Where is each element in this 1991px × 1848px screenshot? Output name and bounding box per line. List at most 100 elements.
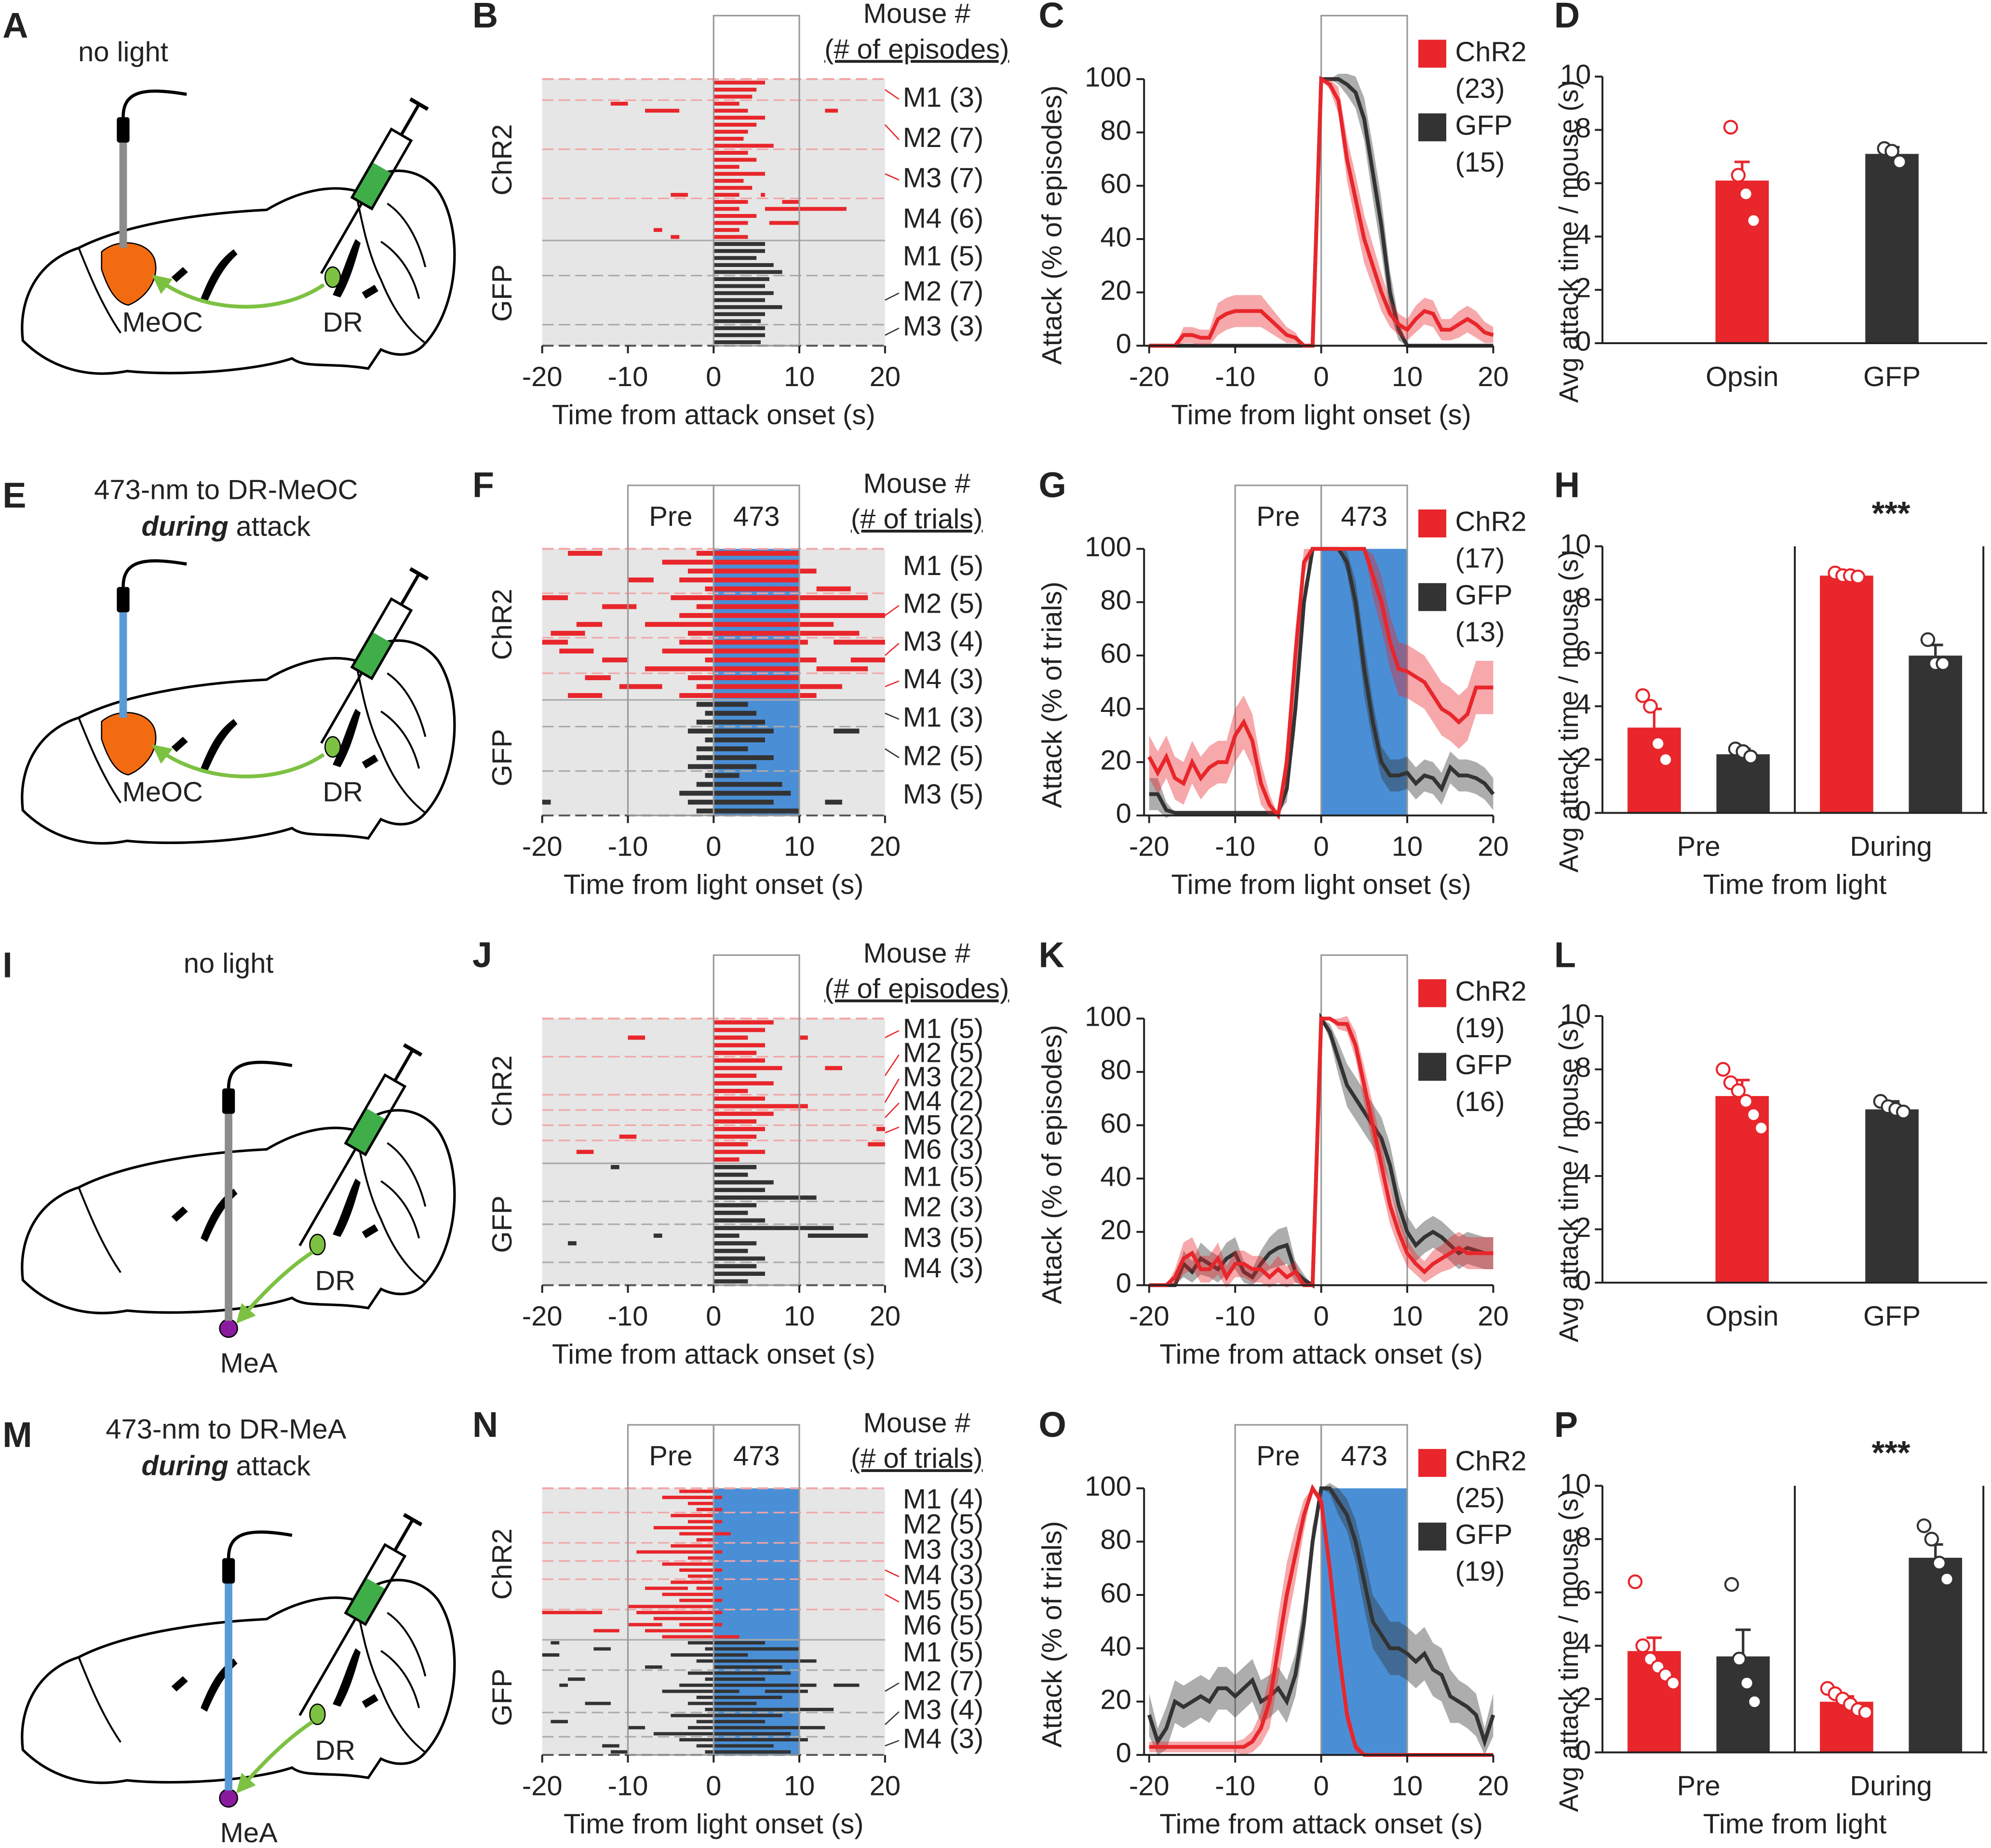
significance: *** <box>1872 495 1910 532</box>
mouse-label: M2 (7) <box>903 122 983 153</box>
chart-panel: C 0 20 40 60 80 100 -20 -10 0 10 20 Attack (% of epi… <box>1036 0 1526 430</box>
mouse-label: M3 (5) <box>903 1222 983 1253</box>
legend-label: GFP <box>1455 1519 1512 1550</box>
category-label: Pre <box>1677 1771 1720 1802</box>
mouse-label: M3 (4) <box>903 1695 983 1726</box>
source-label: DR <box>315 1735 356 1766</box>
y-tick-label: 10 <box>1560 59 1591 90</box>
y-tick-label: 10 <box>1560 529 1591 560</box>
syringe <box>298 1043 423 1246</box>
panel-letter: C <box>1039 0 1064 35</box>
mouse-label: M5 (2) <box>903 1110 983 1141</box>
x-tick-label: 0 <box>706 831 721 862</box>
y-tick-label: 8 <box>1575 1052 1591 1083</box>
syringe-fluid <box>345 1108 386 1155</box>
label-leader <box>885 1126 900 1134</box>
x-tick-label: -20 <box>1129 1771 1170 1802</box>
data-point <box>1635 1638 1650 1653</box>
group-label: ChR2 <box>487 589 518 660</box>
y-tick-label: 8 <box>1575 582 1591 613</box>
y-tick-label: 100 <box>1085 1002 1131 1032</box>
legend-count: (16) <box>1455 1086 1505 1117</box>
window-label: 473 <box>733 1441 780 1472</box>
fiber-cable <box>121 89 187 118</box>
source-region <box>324 736 341 758</box>
label-leader <box>885 1569 900 1578</box>
mouse-label: M5 (5) <box>903 1585 983 1616</box>
window-outline <box>1234 484 1322 817</box>
x-axis-label: Time from attack onset (s) <box>1159 1339 1483 1370</box>
label-leader <box>885 89 900 100</box>
error-band <box>1149 79 1493 346</box>
y-tick-label: 6 <box>1575 1106 1591 1137</box>
window-label: 473 <box>1341 501 1387 532</box>
y-axis-label: Attack (% of trials) <box>1036 1521 1067 1748</box>
window-outline <box>713 954 800 1286</box>
bar <box>1865 154 1919 343</box>
panel-letter: I <box>2 945 13 985</box>
source-region <box>309 1233 326 1256</box>
x-tick-label: -20 <box>522 362 563 392</box>
label-leader <box>885 712 900 720</box>
panel-letter: B <box>472 0 498 35</box>
source-label: DR <box>315 1265 356 1296</box>
mouse-label: M3 (5) <box>903 779 983 810</box>
source-region <box>324 266 341 288</box>
x-tick-label: 20 <box>1478 362 1508 392</box>
syringe-needle <box>298 1148 357 1246</box>
x-tick-label: -10 <box>1215 831 1255 862</box>
panel-letter: F <box>472 465 494 505</box>
syringe-fluid <box>352 162 392 209</box>
x-tick-label: -20 <box>1129 1301 1170 1332</box>
subheader: (# of episodes) <box>824 974 1009 1004</box>
subheader: (# of episodes) <box>824 34 1009 65</box>
x-tick-label: 10 <box>1392 362 1423 392</box>
target-label: MeA <box>220 1348 278 1379</box>
panel-letter: L <box>1554 935 1576 975</box>
y-tick-label: 80 <box>1100 585 1131 616</box>
y-axis-label: Attack (% of episodes) <box>1036 85 1067 365</box>
legend-label: ChR2 <box>1455 976 1526 1007</box>
header: Mouse # <box>863 0 970 29</box>
caption-emphasis: during <box>142 1451 229 1482</box>
label-leader <box>884 643 900 656</box>
x-axis-label: Time from light onset (s) <box>564 870 863 900</box>
significance: *** <box>1872 1434 1910 1471</box>
x-axis-label: Time from light <box>1703 870 1887 900</box>
data-point <box>1738 1094 1753 1109</box>
legend-swatch <box>1418 583 1447 611</box>
mouse-label: M3 (3) <box>903 1534 983 1565</box>
legend-swatch <box>1418 1522 1447 1551</box>
group-label: ChR2 <box>487 124 518 195</box>
light-window-fill <box>1321 549 1408 816</box>
syringe-plunger <box>400 573 421 606</box>
brain-detail <box>78 1130 427 1284</box>
label-leader <box>884 1711 900 1726</box>
mouse-label: M4 (3) <box>903 1723 983 1754</box>
legend-count: (19) <box>1455 1013 1505 1044</box>
x-tick-label: 10 <box>784 1771 815 1802</box>
x-axis-label: Time from light onset (s) <box>564 1809 863 1840</box>
caption-tail: attack <box>236 511 311 542</box>
data-point <box>1635 688 1650 703</box>
brain-detail <box>78 1600 427 1754</box>
panel-letter: H <box>1554 465 1580 505</box>
caption: no light <box>78 37 168 67</box>
window-label: Pre <box>649 1441 692 1472</box>
panel-letter: O <box>1039 1405 1066 1445</box>
syringe-fluid <box>345 1578 386 1624</box>
x-tick-label: 10 <box>1392 1301 1423 1332</box>
x-tick-label: -20 <box>522 831 563 862</box>
window-label: 473 <box>733 501 780 532</box>
brain-feature <box>171 709 378 773</box>
projection-arrow <box>236 1250 314 1324</box>
brain-feature <box>171 239 378 303</box>
target-region <box>101 712 157 776</box>
schematic: E 473-nm to DR-MeOC during attack MeOC DR <box>2 474 456 845</box>
syringe-body <box>344 1073 407 1157</box>
data-point <box>1916 1518 1932 1533</box>
target-region <box>219 1788 238 1808</box>
data-point <box>1924 1531 1939 1547</box>
y-tick-label: 8 <box>1575 1522 1591 1553</box>
